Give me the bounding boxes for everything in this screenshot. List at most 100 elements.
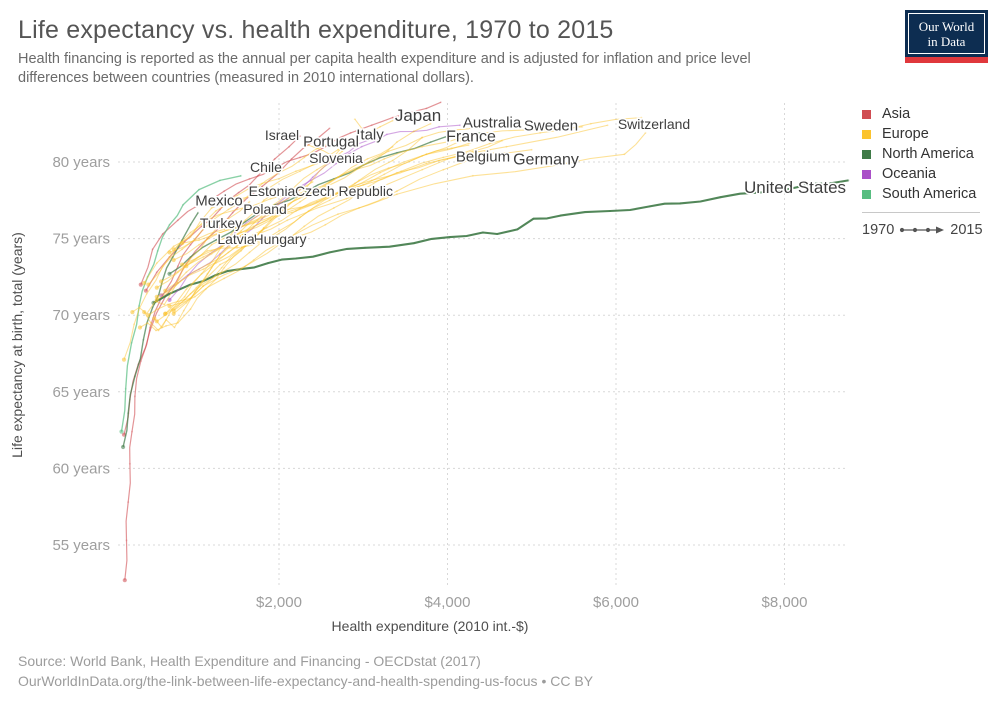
country-label-estonia: Estonia xyxy=(249,183,296,199)
y-tick-label: 65 years xyxy=(52,384,110,401)
series-point-netherlands xyxy=(171,257,176,263)
series-line-chile[interactable] xyxy=(120,175,242,432)
series-line-portugal[interactable] xyxy=(123,144,326,360)
owid-logo[interactable]: Our World in Data xyxy=(905,10,988,63)
series-point-portugal xyxy=(121,357,127,362)
series-point-latvia xyxy=(206,272,209,275)
series-line-iceland[interactable] xyxy=(173,123,431,250)
legend-item-europe[interactable]: Europe xyxy=(862,124,992,144)
series-point-finland xyxy=(358,179,360,182)
series-line-poland[interactable] xyxy=(132,201,250,315)
legend-item-north-america[interactable]: North America xyxy=(862,144,992,164)
series-point-netherlands xyxy=(256,219,259,222)
series-point-france xyxy=(328,184,331,186)
country-label-israel: Israel xyxy=(265,127,299,143)
legend-item-asia[interactable]: Asia xyxy=(862,104,992,124)
series-point-chile xyxy=(240,174,243,177)
series-point-spain xyxy=(146,282,151,287)
series-line-netherlands[interactable] xyxy=(173,138,465,261)
series-point-japan xyxy=(391,116,394,119)
series-point-austria xyxy=(425,153,428,156)
series-point-norway xyxy=(193,239,196,242)
series-point-mexico xyxy=(189,223,192,226)
series-point-ireland xyxy=(421,168,424,171)
series-point-slovakia xyxy=(219,263,221,266)
series-point-greece xyxy=(142,280,147,286)
series-point-latvia xyxy=(149,321,152,324)
series-point-turkey xyxy=(127,501,130,504)
series-point-chile xyxy=(156,249,159,252)
series-line-canada[interactable] xyxy=(169,132,482,275)
chart-footer: Source: World Bank, Health Expenditure a… xyxy=(18,652,593,691)
timeline-end-year: 2015 xyxy=(950,222,983,238)
series-point-united-kingdom xyxy=(202,256,205,258)
series-line-japan[interactable] xyxy=(140,101,442,285)
series-point-australia xyxy=(335,162,338,165)
legend-rows: Asia Europe North America Oceania South Amer… xyxy=(862,104,992,204)
series-line-finland[interactable] xyxy=(164,137,423,315)
series-point-turkey xyxy=(131,430,133,433)
series-point-spain xyxy=(214,210,217,212)
series-point-latvia xyxy=(229,245,232,248)
series-point-australia xyxy=(284,196,287,199)
series-point-finland xyxy=(185,288,188,291)
footer-url[interactable]: OurWorldInData.org/the-link-between-life… xyxy=(18,672,594,689)
series-line-sweden[interactable] xyxy=(182,126,583,244)
series-point-luxembourg xyxy=(644,131,647,134)
series-point-south-korea xyxy=(149,329,152,332)
series-line-ireland[interactable] xyxy=(156,140,503,298)
series-line-united-states[interactable] xyxy=(152,179,849,304)
series-point-denmark xyxy=(235,246,238,249)
series-point-chile xyxy=(119,429,124,434)
series-point-israel xyxy=(143,288,148,293)
series-point-south-korea xyxy=(328,127,331,130)
series-point-poland xyxy=(154,300,157,303)
series-point-portugal xyxy=(252,190,255,193)
series-point-spain xyxy=(168,256,171,258)
series-point-austria xyxy=(219,272,221,275)
series-line-united-kingdom[interactable] xyxy=(156,146,393,289)
series-line-denmark[interactable] xyxy=(181,149,490,266)
series-line-luxembourg[interactable] xyxy=(173,132,646,312)
series-point-iceland xyxy=(412,130,415,133)
series-point-norway xyxy=(505,145,508,148)
series-point-mexico xyxy=(197,211,200,214)
series-point-denmark xyxy=(180,262,185,267)
series-line-france[interactable] xyxy=(160,124,482,282)
series-point-norway xyxy=(223,228,226,231)
series-line-italy[interactable] xyxy=(164,120,393,292)
series-point-united-states xyxy=(363,246,366,249)
legend-item-oceania[interactable]: Oceania xyxy=(862,164,992,184)
series-point-sweden xyxy=(471,133,474,136)
series-point-portugal xyxy=(181,248,184,251)
series-point-japan xyxy=(425,107,428,110)
series-point-hungary xyxy=(189,308,192,311)
series-point-japan xyxy=(299,156,302,159)
series-point-france xyxy=(454,128,457,131)
series-point-mexico xyxy=(127,412,130,415)
legend-item-label: Europe xyxy=(882,126,929,142)
series-point-mexico xyxy=(151,306,154,309)
series-point-italy xyxy=(290,188,293,191)
series-point-ireland xyxy=(202,268,205,271)
series-point-switzerland xyxy=(589,122,592,125)
series-point-greece xyxy=(155,262,158,265)
series-point-italy xyxy=(185,271,188,274)
series-point-turkey xyxy=(176,265,179,268)
series-point-australia xyxy=(385,133,388,136)
series-point-greece xyxy=(172,245,175,248)
series-point-denmark xyxy=(294,236,297,239)
series-point-denmark xyxy=(206,249,209,252)
series-point-finland xyxy=(240,246,243,249)
series-point-slovakia xyxy=(156,308,159,311)
series-point-chile xyxy=(168,223,171,226)
owid-logo-text: Our World in Data xyxy=(908,13,985,54)
series-point-poland xyxy=(138,306,141,309)
legend-item-south-america[interactable]: South America xyxy=(862,184,992,204)
country-label-turkey: Turkey xyxy=(200,215,242,231)
series-line-slovakia[interactable] xyxy=(148,213,280,316)
series-point-slovakia xyxy=(189,297,192,300)
series-line-turkey[interactable] xyxy=(124,229,204,581)
series-point-united-states xyxy=(481,231,484,234)
